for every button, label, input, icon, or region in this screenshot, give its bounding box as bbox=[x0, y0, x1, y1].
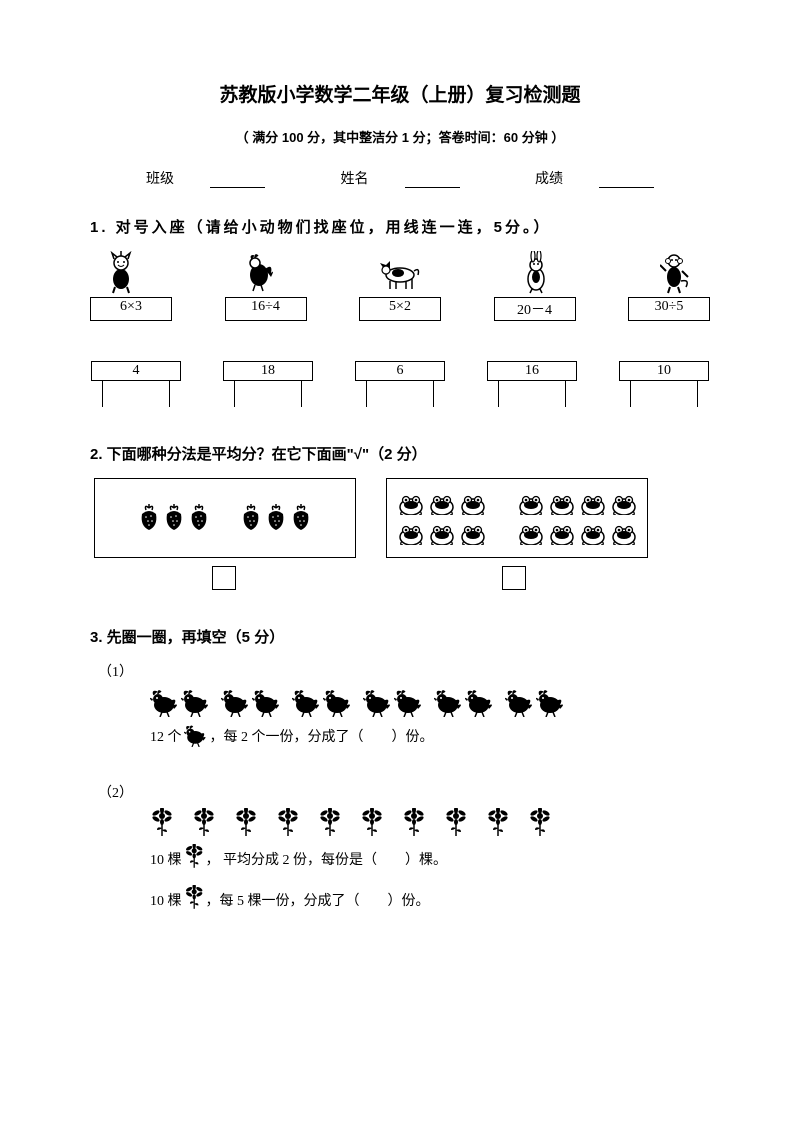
flower-icon bbox=[184, 885, 204, 916]
rabbit-icon bbox=[514, 251, 562, 295]
seat-value: 16 bbox=[487, 361, 577, 381]
score-input[interactable] bbox=[599, 173, 654, 188]
seat: 4 bbox=[92, 361, 180, 407]
seat-value: 4 bbox=[91, 361, 181, 381]
page-title: 苏教版小学数学二年级（上册）复习检测题 bbox=[90, 80, 710, 107]
page-subtitle: （ 满分 100 分，其中整洁分 1 分；答卷时间：60 分钟 ） bbox=[90, 127, 710, 146]
monkey-icon bbox=[652, 251, 700, 295]
expr-box: 20－4 bbox=[494, 297, 576, 321]
seat: 6 bbox=[356, 361, 444, 407]
seat-value: 10 bbox=[619, 361, 709, 381]
seat: 16 bbox=[488, 361, 576, 407]
seat-value: 18 bbox=[223, 361, 313, 381]
student-info-row: 班级 姓名 成绩 bbox=[90, 168, 710, 188]
q1-seat-row: 4 18 6 16 10 bbox=[90, 361, 710, 407]
name-input[interactable] bbox=[405, 173, 460, 188]
q2-box-left bbox=[94, 478, 356, 558]
q1-animal-row bbox=[90, 251, 710, 295]
q3-p2-label: （2） bbox=[98, 782, 710, 802]
seat: 18 bbox=[224, 361, 312, 407]
class-label: 班级 bbox=[146, 172, 174, 187]
flower-icon bbox=[184, 844, 204, 875]
q2-boxes bbox=[90, 478, 710, 558]
q3-p2-icons bbox=[90, 808, 710, 838]
q1-heading: 1. 对号入座（请给小动物们找座位，用线连一连，5分。） bbox=[90, 216, 710, 237]
expr-box: 5×2 bbox=[359, 297, 441, 321]
q3-heading: 3. 先圈一圈，再填空（5 分） bbox=[90, 626, 710, 647]
expr-box: 6×3 bbox=[90, 297, 172, 321]
expr-box: 30÷5 bbox=[628, 297, 710, 321]
q2-box-right bbox=[386, 478, 648, 558]
seat: 10 bbox=[620, 361, 708, 407]
q3-p2-text2: 10 棵，每 5 棵一份，分成了（ ）份。 bbox=[90, 885, 710, 916]
score-label: 成绩 bbox=[535, 172, 563, 187]
q3-p1-text: 12 个，每 2 个一份，分成了（ ）份。 bbox=[90, 723, 710, 752]
q3-p1-label: （1） bbox=[98, 661, 710, 681]
bird-icon bbox=[184, 723, 208, 752]
expr-box: 16÷4 bbox=[225, 297, 307, 321]
name-label: 姓名 bbox=[341, 172, 369, 187]
rooster-icon bbox=[238, 251, 286, 295]
q3-p1-icons bbox=[90, 687, 710, 717]
q2-check-right[interactable] bbox=[502, 566, 526, 590]
class-input[interactable] bbox=[210, 173, 265, 188]
q1-expr-row: 6×3 16÷4 5×2 20－4 30÷5 bbox=[90, 297, 710, 321]
q2-heading: 2. 下面哪种分法是平均分？在它下面画"√"（2 分） bbox=[90, 443, 710, 464]
dog-icon bbox=[376, 251, 424, 295]
seat-value: 6 bbox=[355, 361, 445, 381]
q3-p2-text1: 10 棵， 平均分成 2 份，每份是（ ）棵。 bbox=[90, 844, 710, 875]
clown-icon bbox=[100, 251, 148, 295]
q2-check-left[interactable] bbox=[212, 566, 236, 590]
